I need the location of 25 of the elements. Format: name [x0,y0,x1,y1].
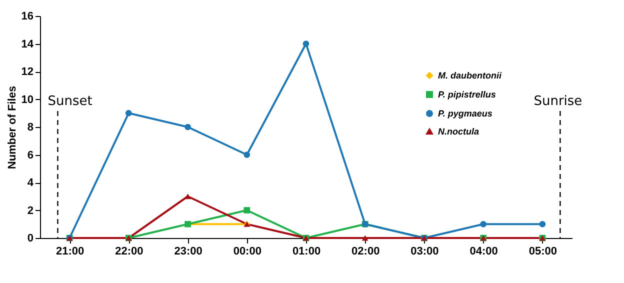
x-tick-label: 05:00 [528,246,558,258]
y-tick-label: 0 [27,232,34,244]
x-tick-label: 01:00 [292,246,321,258]
y-tick-label: 10 [21,94,34,106]
y-tick-label: 8 [27,122,34,134]
y-tick-label: 14 [21,38,34,50]
legend-label: M. daubentonii [438,70,502,80]
legend-label: P. pipistrellus [438,90,496,100]
x-tick-label: 03:00 [410,246,439,258]
y-tick-label: 2 [27,204,34,217]
legend-label: N.noctula [438,126,480,136]
y-tick-label: 12 [21,66,34,78]
ref-line-label: Sunset [48,94,92,109]
x-tick-label: 04:00 [470,246,498,258]
x-tick-label: 23:00 [174,246,202,258]
x-tick-label: 21:00 [56,246,84,258]
x-tick-label: 22:00 [115,246,144,258]
y-tick-label: 6 [27,149,34,162]
x-tick-label: 02:00 [352,246,380,258]
x-tick-label: 00:00 [233,246,262,258]
y-tick-label: 4 [27,177,34,189]
legend-label: P. pygmaeus [438,108,492,118]
y-axis-title: Number of Files [6,86,18,170]
ref-line-label: Sunrise [534,94,582,109]
y-tick-label: 16 [21,10,34,22]
